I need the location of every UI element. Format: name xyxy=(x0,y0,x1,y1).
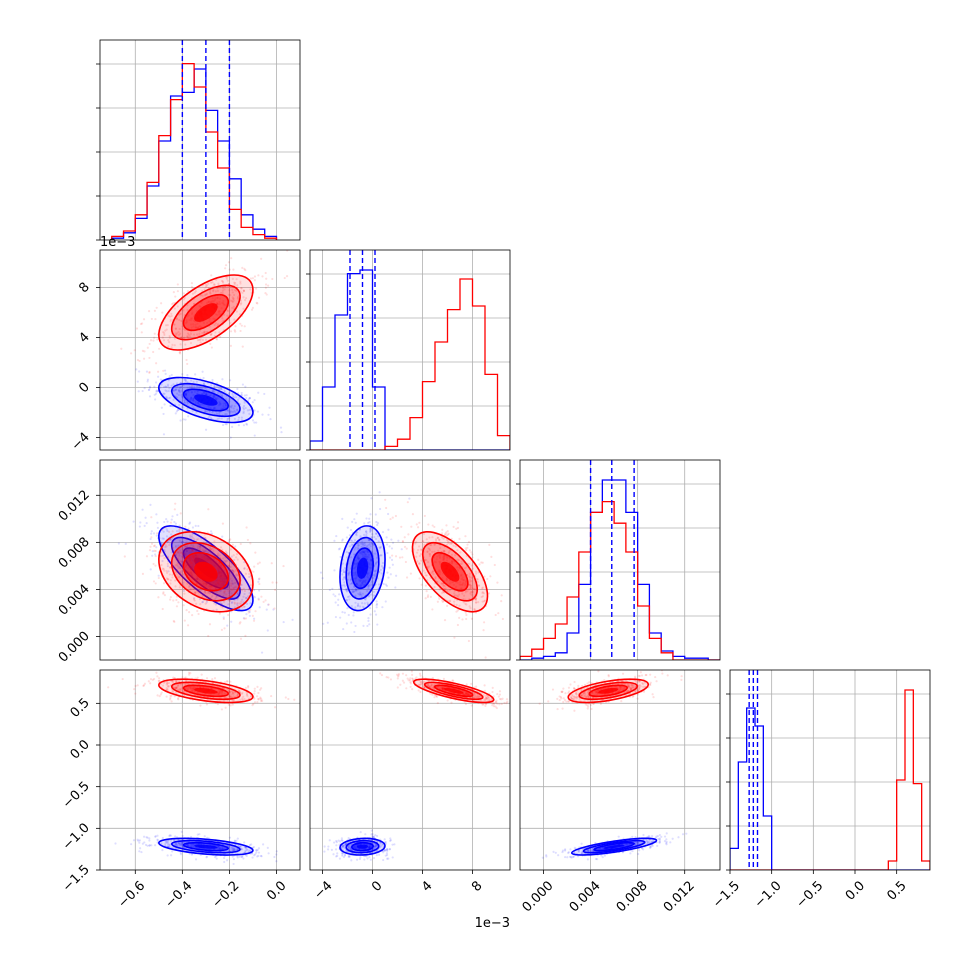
panel-frame xyxy=(729,669,931,871)
y-tick-label: 0.5 xyxy=(68,696,93,721)
density-contour-b-0-1-3 xyxy=(194,303,218,322)
density-contour-b-0-2-3 xyxy=(194,561,218,582)
x-tick-label: 0.004 xyxy=(567,878,604,915)
x-tick-label: 0.012 xyxy=(661,878,698,915)
panel-frame xyxy=(309,249,511,451)
panel-frame xyxy=(519,459,721,661)
panel-frame xyxy=(99,459,301,661)
density-contour-a-1-2-3 xyxy=(356,557,369,579)
x-tick-label: 0.0 xyxy=(843,878,868,903)
x-tick-label: −1.5 xyxy=(710,878,743,911)
x-tick-label: 8 xyxy=(469,878,485,894)
marginal-hist-panel-3 xyxy=(726,669,931,871)
x-tick-label: −0.2 xyxy=(210,878,243,911)
panel-frame xyxy=(309,459,511,661)
x-tick-label: −4 xyxy=(311,878,335,902)
x-tick-label: 0.000 xyxy=(520,878,557,915)
hist-series-a-2 xyxy=(520,479,720,660)
joint-panel-1-3 xyxy=(309,669,511,871)
marginal-hist-panel-2 xyxy=(516,459,721,661)
density-contour-a-0-1-3 xyxy=(194,394,218,406)
y-tick-label: 0.000 xyxy=(56,629,93,666)
hist-series-b-1 xyxy=(310,278,510,450)
y-scale-label: 1e−3 xyxy=(100,235,135,250)
y-tick-label: 8 xyxy=(76,280,92,296)
x-tick-label: 0.5 xyxy=(884,878,909,903)
hist-series-b-3 xyxy=(730,689,930,870)
hist-series-a-3 xyxy=(730,707,930,870)
x-tick-label: −0.4 xyxy=(162,878,195,911)
marginal-hist-panel-1 xyxy=(306,249,511,451)
y-tick-label: 0.0 xyxy=(68,737,93,762)
x-scale-label: 1e−3 xyxy=(475,916,510,931)
density-contour-b-2-3-3 xyxy=(598,687,619,694)
panel-frame xyxy=(99,669,301,871)
hist-series-b-2 xyxy=(520,500,720,660)
hist-series-b-0 xyxy=(111,62,278,240)
x-tick-label: 0 xyxy=(369,878,385,894)
joint-panel-0-1 xyxy=(99,249,301,451)
y-tick-label: 0.012 xyxy=(56,488,93,525)
hist-series-a-1 xyxy=(310,269,510,450)
y-tick-label: −4 xyxy=(69,430,93,454)
y-tick-label: 0.004 xyxy=(56,582,93,619)
panel-frame xyxy=(99,249,301,451)
panel-frame xyxy=(99,39,301,241)
joint-panel-0-2 xyxy=(99,459,301,661)
y-tick-label: 0.008 xyxy=(56,535,93,572)
axes-layer: −0.6 −0.4 −0.2 0.0 −4 0 4 8 0.000 0.004 0.008 0.012… xyxy=(56,39,931,931)
y-tick-label: −1.0 xyxy=(60,821,93,854)
joint-panel-1-2 xyxy=(309,459,511,661)
joint-panel-0-3 xyxy=(99,669,301,871)
x-tick-label: 4 xyxy=(419,878,435,894)
panel-frame xyxy=(309,669,511,871)
y-tick-label: −0.5 xyxy=(60,779,93,812)
density-contour-a-0-3-3 xyxy=(194,844,218,849)
x-tick-label: 0.0 xyxy=(264,878,289,903)
density-contour-a-1-3-3 xyxy=(356,844,369,849)
density-contour-a-2-3-3 xyxy=(603,844,625,849)
x-tick-label: 0.008 xyxy=(614,878,651,915)
panel-frame xyxy=(519,669,721,871)
y-tick-label: 4 xyxy=(76,330,92,346)
marginal-hist-panel-0 xyxy=(96,39,301,241)
x-tick-label: −0.5 xyxy=(793,878,826,911)
joint-panel-2-3 xyxy=(519,669,721,871)
x-tick-label: −1.0 xyxy=(752,878,785,911)
density-contour-b-1-2-3 xyxy=(440,561,460,582)
x-tick-label: −0.6 xyxy=(115,878,148,911)
density-contour-b-0-3-3 xyxy=(194,687,218,694)
y-tick-label: 0 xyxy=(76,380,92,396)
y-tick-label: −1.5 xyxy=(60,862,93,895)
density-contour-b-1-3-3 xyxy=(443,687,464,694)
